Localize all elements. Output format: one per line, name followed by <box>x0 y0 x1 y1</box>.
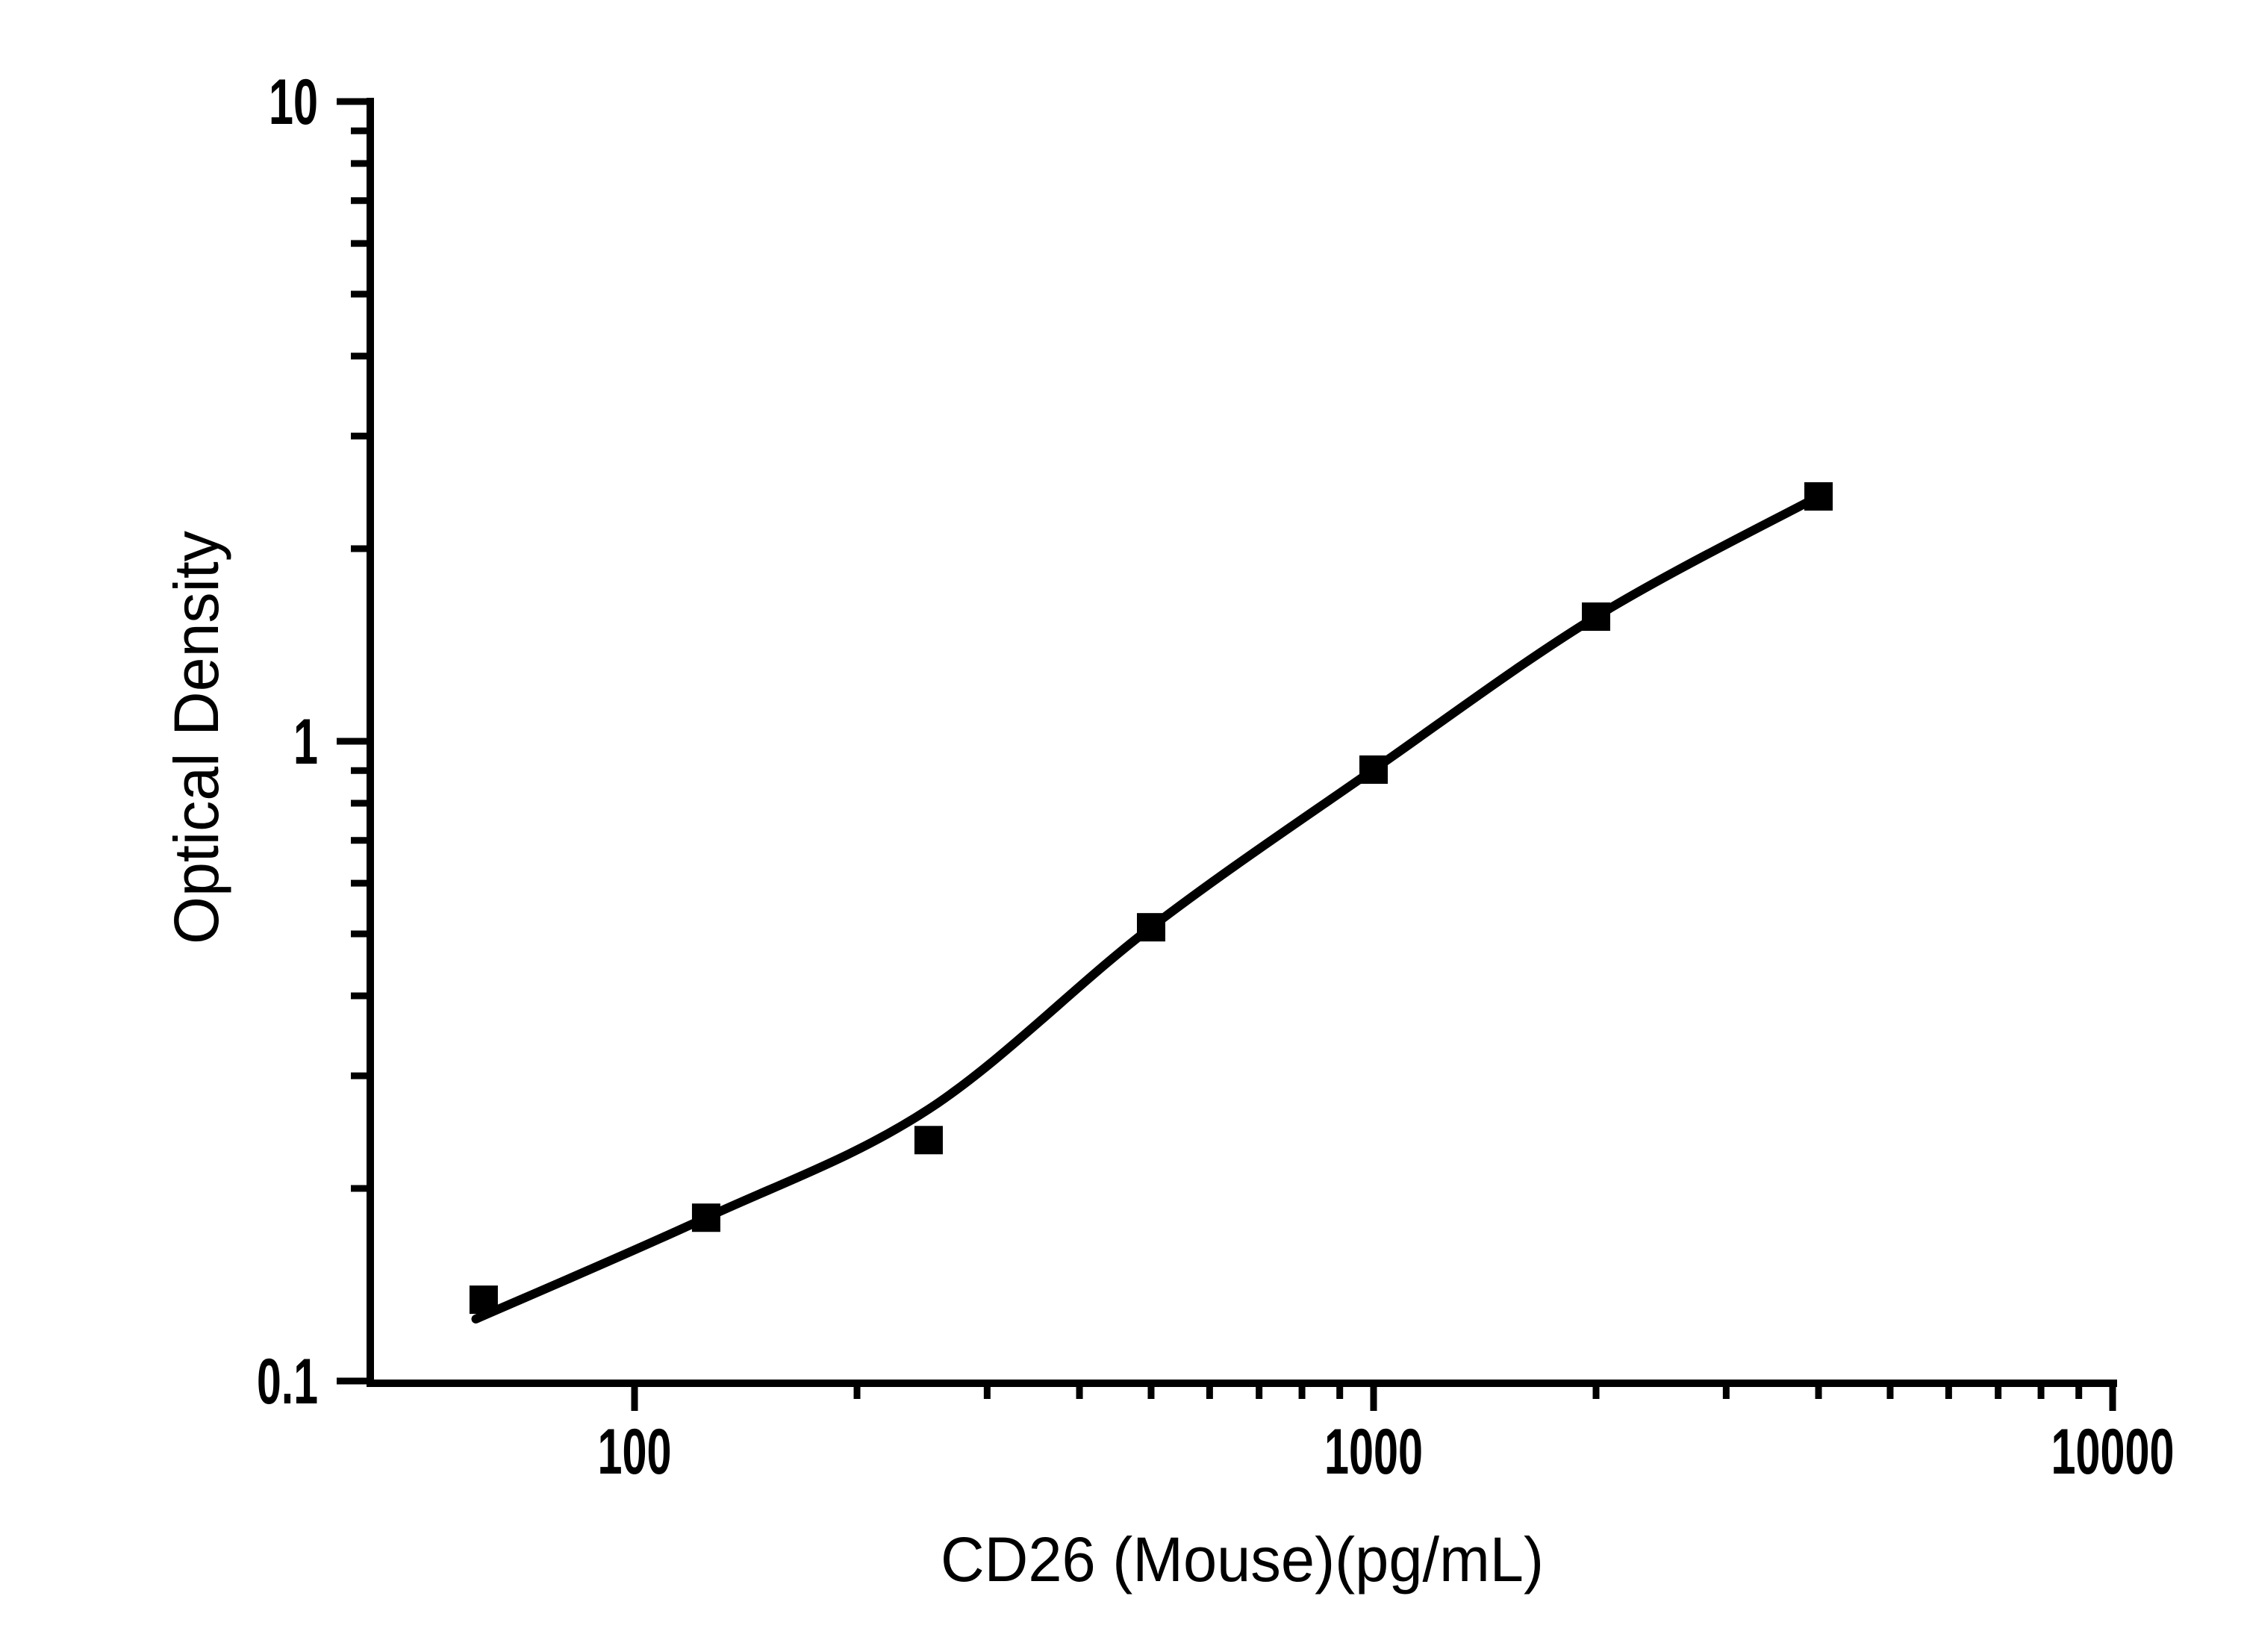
data-point-marker <box>691 1203 720 1232</box>
x-tick-label: 100 <box>598 1416 672 1488</box>
data-point-marker <box>1136 913 1165 942</box>
x-tick-label: 10000 <box>2051 1416 2175 1488</box>
data-point-marker <box>469 1285 498 1315</box>
y-axis-title: Optical Density <box>161 531 231 944</box>
x-tick-label: 1000 <box>1324 1416 1423 1488</box>
data-point-markers <box>469 481 1833 1315</box>
y-tick-label: 10 <box>269 66 318 138</box>
data-point-marker <box>1804 481 1833 511</box>
data-point-marker <box>1359 755 1388 784</box>
y-tick-label: 0.1 <box>257 1346 318 1418</box>
y-tick-label: 1 <box>293 706 318 778</box>
fit-curve-path <box>471 492 1823 1324</box>
data-point-marker <box>914 1126 943 1155</box>
x-axis-title: CD26 (Mouse)(pg/mL) <box>941 1524 1544 1595</box>
tick-marks <box>337 98 2116 1411</box>
tick-labels: 100 1000 10000 0.1 1 10 <box>257 66 2175 1488</box>
data-point-marker <box>1582 602 1611 632</box>
